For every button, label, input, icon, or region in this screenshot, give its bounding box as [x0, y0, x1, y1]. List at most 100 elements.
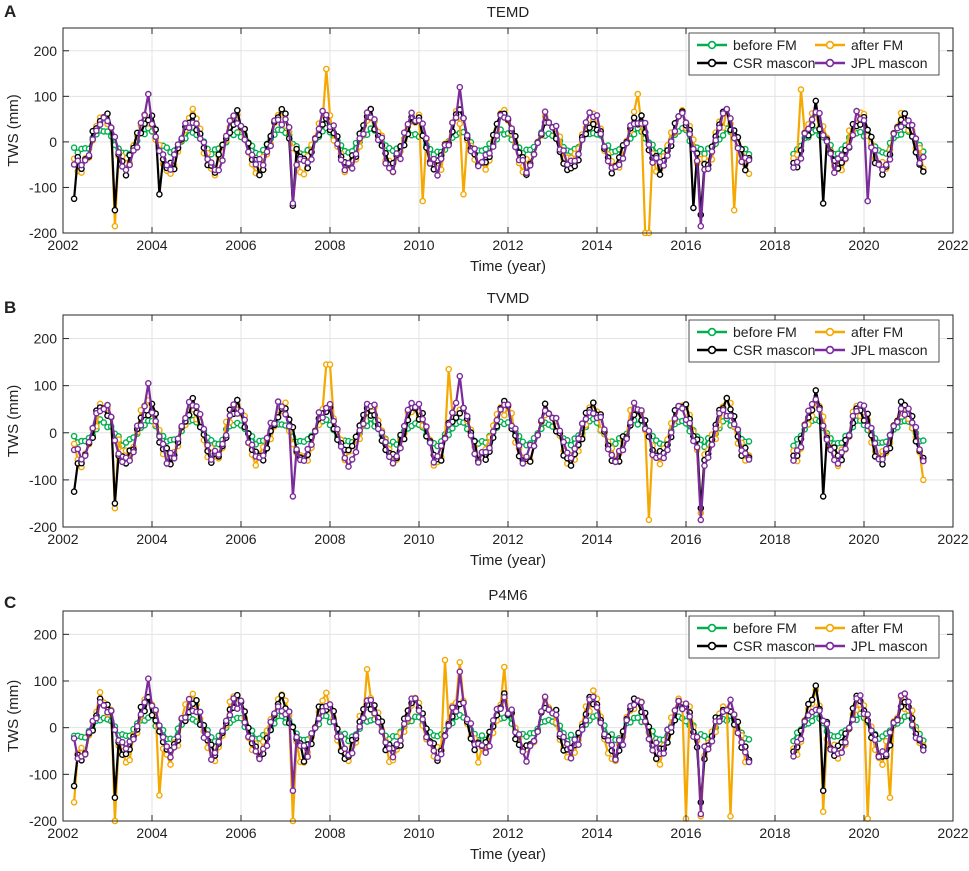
data-point-jpl [474, 459, 482, 466]
data-point-csr [278, 692, 286, 699]
y-tick-label: 100 [34, 378, 58, 394]
data-point-jpl [204, 441, 211, 449]
data-point-jpl [601, 730, 608, 738]
data-point-jpl [474, 162, 482, 170]
data-point-jpl [141, 699, 148, 706]
data-point-jpl [263, 434, 271, 442]
data-point-jpl [716, 718, 723, 725]
data-point-jpl [311, 135, 319, 143]
data-point-jpl [556, 427, 564, 435]
data-point-jpl [356, 723, 364, 730]
data-point-jpl [730, 420, 738, 428]
legend-marker-jpl [825, 58, 835, 68]
data-point-after [920, 476, 927, 484]
data-point-jpl [115, 450, 122, 458]
legend-box [688, 32, 940, 76]
data-point-csr [456, 409, 464, 417]
data-point-jpl [107, 707, 115, 715]
x-tick-label: 2006 [225, 237, 256, 253]
data-point-jpl [534, 431, 542, 439]
legend-label-after: after FM [851, 324, 903, 340]
data-point-jpl [523, 453, 530, 461]
data-point-csr [901, 110, 909, 117]
data-point-jpl [382, 739, 389, 746]
data-point-jpl [604, 157, 612, 165]
data-point-jpl [449, 409, 456, 417]
data-point-jpl [838, 749, 846, 757]
data-point-csr [278, 105, 286, 113]
data-point-jpl [371, 116, 378, 123]
data-point-jpl [319, 707, 326, 715]
data-point-jpl [664, 152, 671, 159]
data-point-jpl [667, 724, 675, 731]
legend-marker-before [707, 327, 717, 337]
data-point-jpl [463, 412, 471, 420]
x-axis-label: Time (year) [470, 258, 546, 275]
x-tick-label: 2010 [403, 237, 434, 253]
data-point-jpl [567, 454, 575, 462]
data-point-csr [727, 406, 734, 413]
x-tick-label: 2018 [759, 825, 790, 841]
data-point-jpl [85, 151, 93, 159]
data-point-jpl [141, 111, 148, 119]
data-point-jpl [897, 123, 905, 130]
legend-label-after: after FM [851, 37, 903, 53]
data-point-csr [812, 387, 820, 394]
data-point-csr [838, 159, 846, 166]
data-point-jpl [697, 810, 705, 818]
data-point-jpl [831, 746, 838, 754]
data-point-jpl [645, 427, 653, 435]
data-point-jpl [905, 698, 912, 706]
data-point-jpl [219, 440, 226, 448]
data-point-jpl [745, 156, 753, 164]
data-point-after [656, 460, 664, 468]
data-point-jpl [397, 155, 404, 163]
data-point-jpl [341, 166, 349, 174]
data-point-jpl [853, 107, 860, 115]
data-point-jpl [489, 143, 497, 150]
data-point-jpl [871, 439, 879, 447]
data-point-jpl [360, 714, 367, 722]
data-point-jpl [148, 409, 156, 416]
data-point-after [70, 799, 78, 806]
data-point-jpl [504, 401, 512, 408]
data-point-jpl [289, 200, 297, 207]
data-point-jpl [156, 433, 163, 440]
data-point-jpl [845, 724, 853, 732]
data-point-jpl [564, 449, 571, 457]
data-point-jpl [482, 749, 490, 757]
y-tick-label: -200 [29, 225, 57, 241]
data-point-jpl [385, 745, 393, 752]
data-point-jpl [170, 744, 178, 751]
data-point-csr [541, 400, 549, 408]
data-point-jpl [597, 719, 605, 727]
data-point-jpl [493, 132, 501, 139]
data-point-jpl [215, 738, 222, 746]
data-point-jpl [74, 157, 82, 165]
data-point-jpl [137, 711, 145, 718]
data-point-jpl [660, 750, 668, 757]
data-point-csr [156, 190, 163, 198]
x-tick-label: 2022 [937, 531, 968, 547]
x-tick-label: 2016 [670, 825, 701, 841]
data-point-jpl [819, 131, 827, 139]
y-axis-label: TWS (mm) [5, 385, 22, 457]
legend-marker-after [825, 623, 835, 633]
data-point-jpl [538, 708, 545, 715]
data-point-jpl [849, 131, 857, 139]
data-point-jpl [182, 414, 189, 422]
data-point-jpl [552, 711, 560, 719]
data-point-jpl [823, 138, 831, 145]
data-point-after [797, 86, 805, 93]
x-tick-label: 2004 [136, 825, 167, 841]
legend: before FM after FM CSR mascon JPL mascon [688, 32, 940, 76]
data-point-jpl [857, 692, 864, 699]
data-point-csr [805, 700, 812, 708]
legend-marker-jpl [825, 345, 835, 355]
data-point-jpl [534, 728, 542, 736]
data-point-jpl [619, 741, 627, 749]
data-point-jpl [653, 739, 660, 747]
data-point-csr [304, 164, 312, 172]
data-point-jpl [723, 105, 731, 113]
data-point-jpl [219, 727, 226, 735]
